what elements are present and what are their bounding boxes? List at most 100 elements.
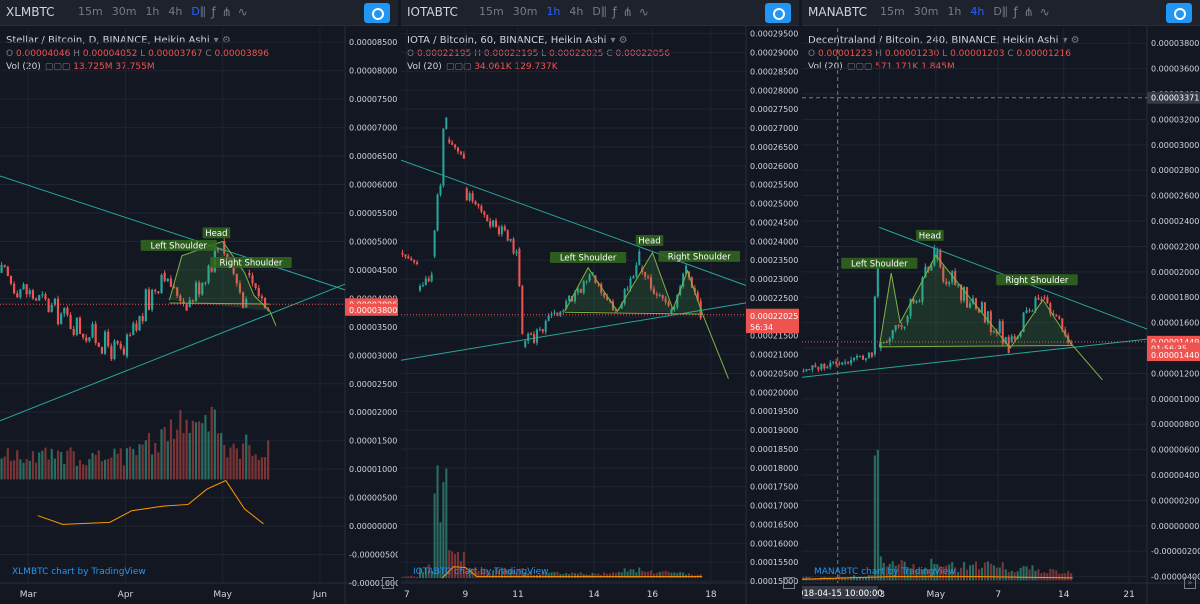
time-tick-label: 18 [705, 590, 717, 600]
interval-4h[interactable]: 4h [970, 5, 985, 18]
candle-body [85, 337, 88, 342]
symbol-search[interactable]: MANABTC [808, 5, 867, 19]
candle-body [603, 292, 606, 297]
candle-body [28, 290, 31, 295]
volume-bar [163, 427, 166, 480]
volume-bar [829, 577, 832, 581]
volume-bar [138, 444, 141, 480]
camera-icon[interactable] [1166, 3, 1192, 23]
tradingview-watermark[interactable]: XLMBTC chart by TradingView [12, 567, 146, 577]
volume-bar [445, 468, 448, 579]
volume-bar [948, 564, 951, 581]
symbol-search[interactable]: XLMBTC [6, 5, 55, 19]
interval-1h[interactable]: 1h [546, 5, 561, 18]
candle-body [141, 316, 144, 322]
chart-type-icons[interactable]: ⫼ƒ⋔∿ [601, 5, 655, 19]
volume-bar [474, 567, 477, 579]
series-title[interactable]: Decentraland / Bitcoin, 240, BINANCE, He… [808, 35, 1059, 46]
candle-body [820, 363, 823, 370]
interval-30m[interactable]: 30m [913, 5, 939, 18]
interval-d[interactable]: D [191, 5, 200, 18]
volume-legend-title[interactable]: Vol (20) [407, 62, 442, 72]
volume-legend-title[interactable]: Vol (20) [808, 62, 843, 72]
interval-15m[interactable]: 15m [880, 5, 905, 18]
camera-icon[interactable] [364, 3, 390, 23]
time-tick-label: 21 [1123, 590, 1134, 600]
interval-1h[interactable]: 1h [947, 5, 962, 18]
interval-30m[interactable]: 30m [111, 5, 137, 18]
ohlc-open: 0.00022195 [416, 49, 472, 59]
price-tick-label: 0.00000000 [349, 522, 397, 531]
chart-pane-xlmbtc[interactable]: XLMBTC 15m 30m 1h 4h D ⫼ƒ⋔∿ Stellar / Bitcoi… [0, 0, 398, 604]
volume-ma-line [441, 566, 703, 579]
interval-d[interactable]: D [993, 5, 1002, 18]
volume-bar [229, 447, 232, 480]
candle-body [538, 329, 541, 331]
ohlc-close: 0.00003896 [214, 49, 269, 59]
price-chart[interactable]: 0.000038000.000036000.000034000.00003200… [802, 0, 1200, 604]
volume-bar [427, 564, 430, 579]
candle-body [401, 252, 404, 255]
interval-30m[interactable]: 30m [512, 5, 538, 18]
price-chart[interactable]: 0.00029500 0.00029000 0.00028500 0.00028000… [401, 0, 799, 604]
volume-bar [960, 567, 963, 581]
camera-icon[interactable] [765, 3, 791, 23]
volume-bar [811, 578, 814, 581]
tradingview-watermark[interactable]: IOTABTC chart by TradingView [413, 567, 549, 577]
volume-bar [915, 570, 918, 581]
candle-body [814, 365, 817, 368]
volume-bar [9, 460, 13, 480]
volume-bar [1028, 569, 1031, 581]
price-tick-label: 0.00008500 [349, 38, 397, 47]
candle-body [968, 303, 972, 308]
time-tick-label: Jun [312, 590, 327, 600]
candle-body [544, 320, 547, 332]
price-chart[interactable]: 0.00008500 0.00008000 0.00007500 0.00007000… [0, 0, 398, 604]
volume-bar [477, 570, 480, 579]
interval-4h[interactable]: 4h [569, 5, 584, 18]
chart-type-icons[interactable]: ⫼ƒ⋔∿ [1002, 5, 1056, 19]
price-tick-label: 0.00003800 [1151, 39, 1199, 48]
candle-body [885, 342, 888, 344]
volume-value-1: 34.061K [474, 62, 512, 72]
candle-body [629, 278, 632, 289]
series-title[interactable]: Stellar / Bitcoin, D, BINANCE, Heikin As… [6, 35, 210, 46]
series-title[interactable]: IOTA / Bitcoin, 60, BINANCE, Heikin Ashi [407, 35, 607, 46]
legend-controls-icon[interactable]: ▾ ⚙ [1062, 35, 1080, 46]
volume-bar [238, 458, 242, 480]
scroll-to-realtime-icon[interactable]: » [382, 577, 394, 589]
interval-d[interactable]: D [592, 5, 601, 18]
price-tick-label: 0.00002800 [1151, 166, 1199, 175]
tradingview-watermark[interactable]: MANABTC chart by TradingView [814, 567, 956, 577]
price-tick-label: 0.00000600 [1151, 446, 1199, 455]
candle-body [588, 274, 591, 281]
volume-bar [404, 576, 407, 579]
scroll-to-realtime-icon[interactable]: » [1184, 577, 1196, 589]
legend-controls-icon[interactable]: ▾ ⚙ [610, 35, 628, 46]
price-tick-label: 0.00026500 [750, 143, 798, 152]
candle-body [541, 329, 544, 332]
symbol-search[interactable]: IOTABTC [407, 5, 458, 19]
candle-body [1055, 315, 1058, 317]
candle-body [129, 334, 132, 336]
chart-pane-manabtc[interactable]: MANABTC 15m 30m 1h 4h D ⫼ƒ⋔∿ Decentraland / … [802, 0, 1200, 604]
pattern-annotation: Head [916, 229, 944, 241]
time-label-bg [802, 586, 878, 599]
interval-1h[interactable]: 1h [145, 5, 160, 18]
volume-bar [401, 576, 404, 579]
interval-4h[interactable]: 4h [168, 5, 183, 18]
scroll-to-realtime-icon[interactable]: » [783, 577, 795, 589]
chart-pane-iotabtc[interactable]: IOTABTC 15m 30m 1h 4h D ⫼ƒ⋔∿ IOTA / Bitcoin,… [401, 0, 799, 604]
candle-body [817, 367, 820, 370]
candle-body [47, 299, 50, 312]
price-tick-label: 0.00023500 [750, 256, 798, 265]
interval-15m[interactable]: 15m [78, 5, 103, 18]
volume-bar [56, 450, 60, 480]
interval-15m[interactable]: 15m [479, 5, 504, 18]
candle-body [442, 128, 445, 186]
volume-bar [667, 571, 670, 579]
chart-type-icons[interactable]: ⫼ƒ⋔∿ [200, 5, 254, 19]
volume-bar [494, 568, 498, 579]
volume-bar [652, 573, 655, 579]
volume-legend-title[interactable]: Vol (20) [6, 62, 41, 72]
